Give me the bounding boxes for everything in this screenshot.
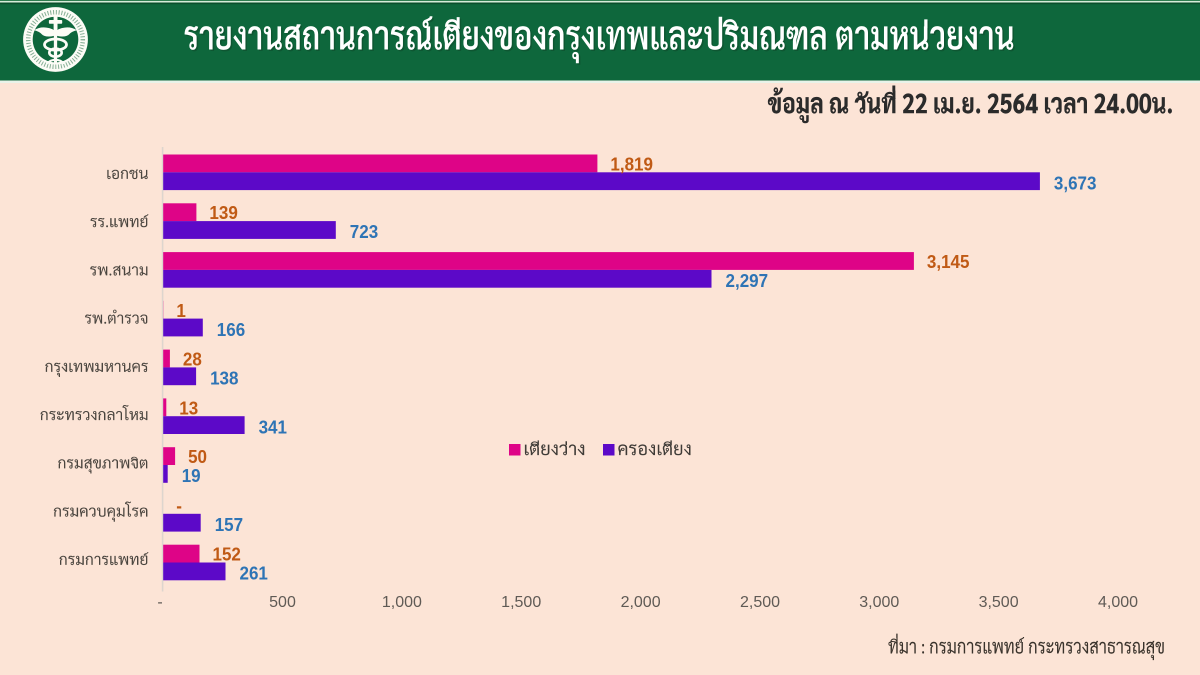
svg-text:2,297: 2,297 — [726, 270, 769, 291]
svg-text:-: - — [176, 495, 182, 516]
svg-text:4,000: 4,000 — [1098, 594, 1138, 611]
svg-text:1: 1 — [176, 300, 186, 321]
svg-text:723: 723 — [350, 221, 378, 242]
svg-text:166: 166 — [217, 319, 245, 340]
svg-text:3,673: 3,673 — [1054, 172, 1097, 193]
svg-text:500: 500 — [269, 594, 296, 611]
svg-text:341: 341 — [259, 416, 287, 437]
svg-text:157: 157 — [215, 514, 243, 535]
svg-text:2,000: 2,000 — [621, 594, 661, 611]
svg-text:-: - — [157, 594, 162, 611]
svg-text:3,145: 3,145 — [927, 251, 970, 272]
svg-text:13: 13 — [179, 397, 198, 418]
svg-text:261: 261 — [240, 563, 268, 584]
svg-text:19: 19 — [182, 465, 201, 486]
svg-text:3,500: 3,500 — [979, 594, 1019, 611]
svg-text:2,500: 2,500 — [740, 594, 780, 611]
svg-text:3,000: 3,000 — [859, 594, 899, 611]
svg-text:139: 139 — [209, 202, 237, 223]
svg-text:50: 50 — [188, 446, 207, 467]
svg-text:1,500: 1,500 — [501, 594, 541, 611]
svg-text:138: 138 — [210, 368, 238, 389]
svg-text:1,000: 1,000 — [382, 594, 422, 611]
svg-text:28: 28 — [183, 349, 202, 370]
svg-text:1,819: 1,819 — [610, 153, 653, 174]
svg-text:152: 152 — [213, 544, 241, 565]
